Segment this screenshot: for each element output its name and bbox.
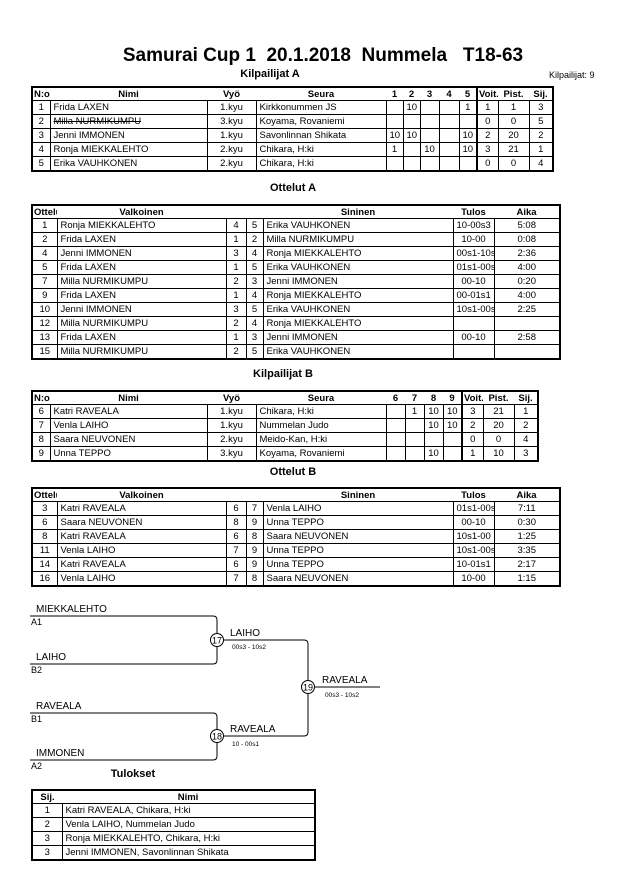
final-winner: RAVEALA — [322, 675, 368, 686]
matches-b-header: Ottelu Valkoinen Sininen Tulos Aika — [32, 488, 560, 502]
wins-count: 0 — [461, 432, 484, 447]
final-score: 00s3 - 10s2 — [325, 692, 359, 699]
competitor-row: 8 Saara NEUVONEN 2.kyu Meido-Kan, H:ki 0 0 4 — [31, 432, 539, 447]
match-time — [493, 344, 561, 360]
result-row: 2 Venla LAIHO, Nummelan Judo — [31, 817, 316, 832]
blue-number: 8 — [245, 571, 264, 587]
pool-a-header: N:o Nimi Vyö Seura 1 2 3 4 5 Voit. Pist.… — [32, 87, 553, 101]
semi1-top-name: MIEKKALEHTO — [36, 604, 107, 615]
match-row: 7 Milla NURMIKUMPU 2 3 Jenni IMMONEN 00-10 0:2… — [31, 274, 561, 289]
competitor-belt: 2.kyu — [206, 142, 257, 157]
pool-b-title: Kilpailijat B — [253, 368, 313, 380]
competitor-row: 5 Erika VAUHKONEN 2.kyu Chikara, H:ki 0 0 4 — [31, 156, 554, 172]
competitor-row: 9 Unna TEPPO 3.kyu Koyama, Rovaniemi 10 1 10 3 — [31, 446, 539, 462]
rank: 1 — [513, 404, 539, 419]
match-17-circle — [210, 633, 224, 647]
semi2-winner: RAVEALA — [230, 724, 276, 735]
competitor-number: 8 — [31, 432, 51, 447]
pool-b-table: N:o Nimi Vyö Seura 6 7 8 9 Voit. Pist. S… — [31, 390, 539, 462]
pool-a-title: Kilpailijat A — [240, 68, 300, 80]
matches-a-table: Ottelu Valkoinen Sininen Tulos Aika 1Ron… — [31, 204, 561, 360]
blue-competitor: Saara NEUVONEN — [262, 571, 454, 587]
competitor-club: Chikara, H:ki — [255, 142, 387, 157]
result-row: 3 Ronja MIEKKALEHTO, Chikara, H:ki — [31, 831, 316, 846]
matches-a-title: Ottelut A — [269, 182, 317, 194]
matches-b-table: Ottelu Valkoinen Sininen Tulos Aika 3Kat… — [31, 487, 561, 587]
points-count: 10 — [482, 446, 515, 462]
match-time: 2:17 — [493, 557, 561, 572]
result-name: Katri RAVEALA, Chikara, H:ki — [61, 803, 316, 818]
match-row: 15 Milla NURMIKUMPU 2 5 Erika VAUHKONEN — [31, 344, 561, 360]
competitor-club: Koyama, Rovaniemi — [255, 446, 387, 462]
page-title: Samurai Cup 1 20.1.2018 Nummela T18-63 — [122, 45, 524, 66]
semi2-score: 10 - 00s1 — [232, 741, 259, 748]
results-title: Tulokset — [110, 768, 156, 780]
col-header: Nimi — [62, 790, 315, 804]
match-result: 10-00 — [452, 571, 495, 587]
rank: 4 — [528, 156, 554, 172]
competitor-club: Meido-Kan, H:ki — [255, 432, 387, 447]
semi1-winner: LAIHO — [230, 628, 260, 639]
competitor-row: 1 Frida LAXEN 1.kyu Kirkkonummen JS 10 1 1 1 3 — [31, 100, 554, 115]
result-row: 3 Jenni IMMONEN, Savonlinnan Shikata — [31, 845, 316, 861]
match-number: 13 — [31, 330, 58, 345]
semi2-top-name: RAVEALA — [36, 701, 82, 712]
competitor-row: 4 Ronja MIEKKALEHTO 2.kyu Chikara, H:ki 1 10 1… — [31, 142, 554, 157]
results-header: Sij. Nimi — [32, 790, 315, 804]
results-table: Sij. Nimi 1 Katri RAVEALA, Chikara, H:ki 2… — [31, 789, 316, 861]
match-row: 9 Frida LAXEN 1 4 Ronja MIEKKALEHTO 00-01s1 4:… — [31, 288, 561, 303]
competitor-name: Erika VAUHKONEN — [49, 156, 208, 172]
match-result: 10-01s1 — [452, 557, 495, 572]
result-rank: 3 — [31, 831, 63, 846]
result-row: 1 Katri RAVEALA, Chikara, H:ki — [31, 803, 316, 818]
bracket-lines — [30, 615, 380, 761]
rank: 3 — [513, 446, 539, 462]
match-time: 2:58 — [493, 330, 561, 345]
semi1-score: 00s3 - 10s2 — [232, 644, 266, 651]
semi1-bottom-name: LAIHO — [36, 652, 66, 663]
matches-b-title: Ottelut B — [269, 466, 317, 478]
competitor-number: 9 — [31, 446, 51, 462]
match-19-circle — [301, 680, 315, 694]
blue-competitor: Unna TEPPO — [262, 557, 454, 572]
competitor-name: Ronja MIEKKALEHTO — [49, 142, 208, 157]
participants-count: Kilpailijat: 9 — [549, 70, 595, 80]
result-rank: 1 — [31, 803, 63, 818]
result-name: Venla LAIHO, Nummelan Judo — [61, 817, 316, 832]
result-name: Jenni IMMONEN, Savonlinnan Shikata — [61, 845, 316, 861]
competitor-row: 3 Jenni IMMONEN 1.kyu Savonlinnan Shikata 10… — [31, 128, 554, 143]
match-row: 1 Ronja MIEKKALEHTO 4 5 Erika VAUHKONEN 10-00… — [31, 218, 561, 233]
match-18-circle — [210, 729, 224, 743]
semi2-bottom-seed: A2 — [31, 761, 42, 771]
rank: 1 — [528, 142, 554, 157]
competitor-belt: 3.kyu — [206, 446, 257, 462]
blue-number: 5 — [245, 344, 264, 360]
result-rank: 2 — [31, 817, 63, 832]
match-row: 14 Katri RAVEALA 6 9 Unna TEPPO 10-01s1 2:17 — [31, 557, 561, 572]
semi2-bottom-name: IMMONEN — [36, 748, 84, 759]
competitor-name: Saara NEUVONEN — [49, 432, 208, 447]
semi1-bottom-seed: B2 — [31, 665, 42, 675]
result-rank: 3 — [31, 845, 63, 861]
pool-a-table: N:o Nimi Vyö Seura 1 2 3 4 5 Voit. Pist.… — [31, 86, 554, 172]
semi1-top-seed: A1 — [31, 617, 42, 627]
result-name: Ronja MIEKKALEHTO, Chikara, H:ki — [61, 831, 316, 846]
match-time: 1:15 — [493, 571, 561, 587]
match-row: 13 Frida LAXEN 1 3 Jenni IMMONEN 00-10 2:58 — [31, 330, 561, 345]
match-17-number: 17 — [212, 636, 222, 646]
match-row: 4 Jenni IMMONEN 3 4 Ronja MIEKKALEHTO 00s1-10… — [31, 246, 561, 261]
match-row: 16 Venla LAIHO 7 8 Saara NEUVONEN 10-00 1:15 — [31, 571, 561, 587]
competitor-row: 7 Venla LAIHO 1.kyu Nummelan Judo 10 10 2 20 2 — [31, 418, 539, 433]
match-19-number: 19 — [303, 683, 313, 693]
semi2-top-seed: B1 — [31, 714, 42, 724]
match-result: 00-10 — [452, 330, 495, 345]
rank: 4 — [513, 432, 539, 447]
match-18-number: 18 — [212, 732, 222, 742]
col-header: Sij. — [32, 790, 62, 804]
